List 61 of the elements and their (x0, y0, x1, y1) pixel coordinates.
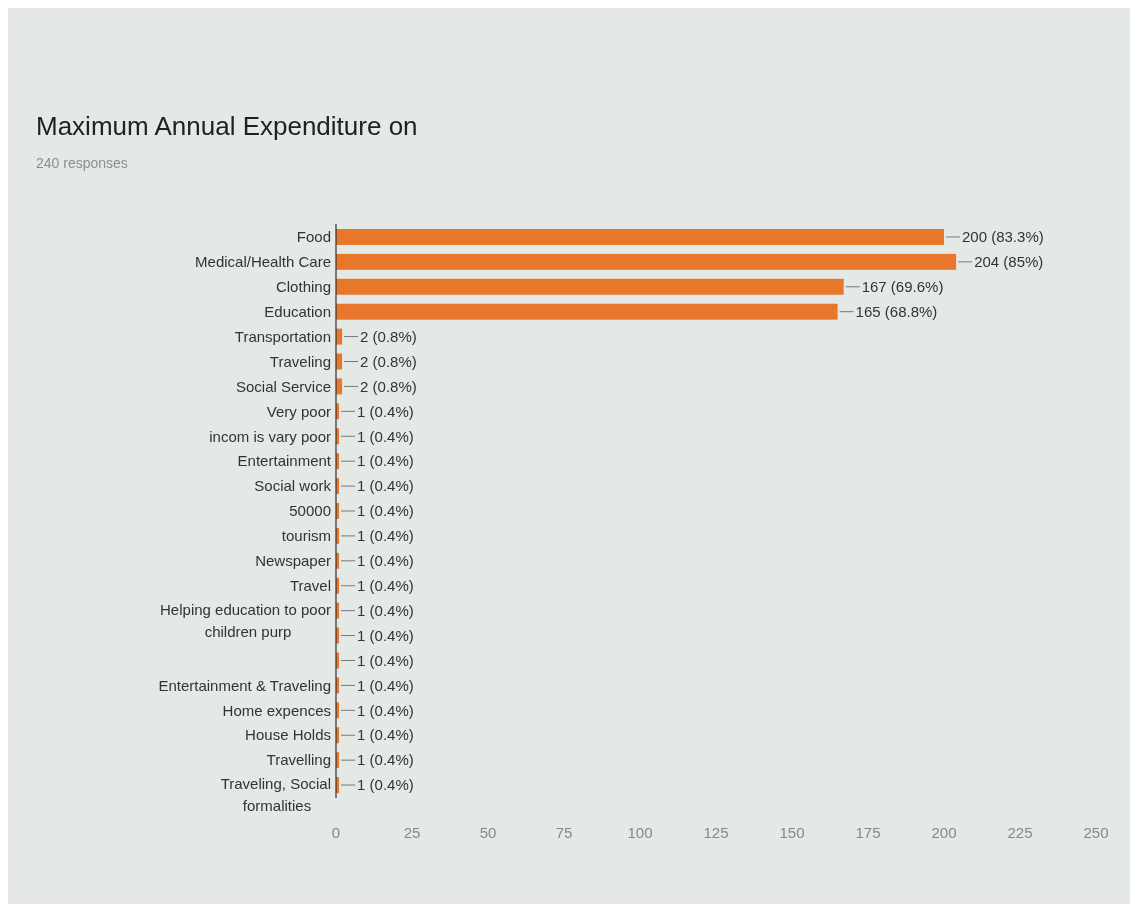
y-tick-label: Transportation (234, 327, 331, 345)
data-label: 165 (68.8%) (855, 302, 938, 320)
y-tick-label: Traveling, Social formalities (220, 775, 331, 815)
data-label: 1 (0.4%) (357, 576, 414, 594)
chart-title: Maximum Annual Expenditure on (36, 111, 418, 141)
data-label: 1 (0.4%) (357, 552, 414, 570)
data-label: 1 (0.4%) (357, 427, 414, 445)
x-tick-label: 225 (1007, 824, 1033, 841)
data-label: 1 (0.4%) (357, 452, 414, 470)
x-tick-label: 125 (703, 824, 729, 841)
bar (336, 253, 957, 270)
bar (336, 278, 844, 295)
data-label: 167 (69.6%) (861, 278, 944, 296)
y-tick-label: Social work (254, 477, 332, 495)
data-label: 2 (0.8%) (360, 377, 417, 395)
y-tick-label: House Holds (245, 726, 331, 744)
data-label: 1 (0.4%) (357, 477, 414, 495)
x-tick-label: 25 (403, 824, 421, 841)
data-label: 1 (0.4%) (357, 726, 414, 744)
y-tick-label: Helping education to poor children purp (160, 600, 331, 640)
data-label: 1 (0.4%) (357, 776, 414, 794)
data-label: 1 (0.4%) (357, 601, 414, 619)
data-label: 1 (0.4%) (357, 527, 414, 545)
y-tick-label: Entertainment & Traveling (158, 676, 331, 694)
text: 240 responses (36, 155, 128, 171)
y-tick-label: Entertainment (237, 452, 332, 470)
x-tick-label: 175 (855, 824, 881, 841)
x-tick-label: 75 (555, 824, 573, 841)
y-tick-label: Food (296, 228, 331, 246)
data-label: 1 (0.4%) (357, 651, 414, 669)
data-label: 200 (83.3%) (962, 228, 1044, 246)
x-tick-label: 250 (1083, 824, 1109, 841)
y-tick-label: Social Service (235, 377, 331, 395)
data-label: 2 (0.8%) (360, 352, 417, 370)
y-tick-label: Medical/Health Care (195, 253, 331, 271)
data-label: 1 (0.4%) (357, 626, 414, 644)
y-tick-label: Travelling (266, 751, 331, 769)
data-label: 1 (0.4%) (357, 402, 414, 420)
y-tick-label: Education (264, 302, 331, 320)
x-tick-label: 150 (779, 824, 805, 841)
data-label: 204 (85%) (974, 253, 1044, 271)
y-tick-label: Newspaper (255, 552, 331, 570)
x-tick-label: 200 (931, 824, 957, 841)
y-tick-label: incom is vary poor (209, 427, 331, 445)
data-label: 1 (0.4%) (357, 701, 414, 719)
y-tick-label: Clothing (275, 278, 331, 296)
y-tick-label: Home expences (222, 701, 331, 719)
x-tick-label: 100 (627, 824, 653, 841)
data-label: 1 (0.4%) (357, 502, 414, 520)
data-label: 2 (0.8%) (360, 327, 417, 345)
y-tick-label: Travel (289, 576, 331, 594)
y-tick-label: tourism (281, 527, 331, 545)
x-tick-label: 50 (479, 824, 497, 841)
data-label: 1 (0.4%) (357, 751, 414, 769)
bar (336, 303, 838, 320)
bar (336, 228, 944, 245)
y-tick-label: Traveling (269, 352, 331, 370)
data-label: 1 (0.4%) (357, 676, 414, 694)
x-tick-label: 0 (331, 824, 341, 841)
y-tick-label: Very poor (266, 402, 331, 420)
y-tick-label: 50000 (289, 502, 331, 520)
